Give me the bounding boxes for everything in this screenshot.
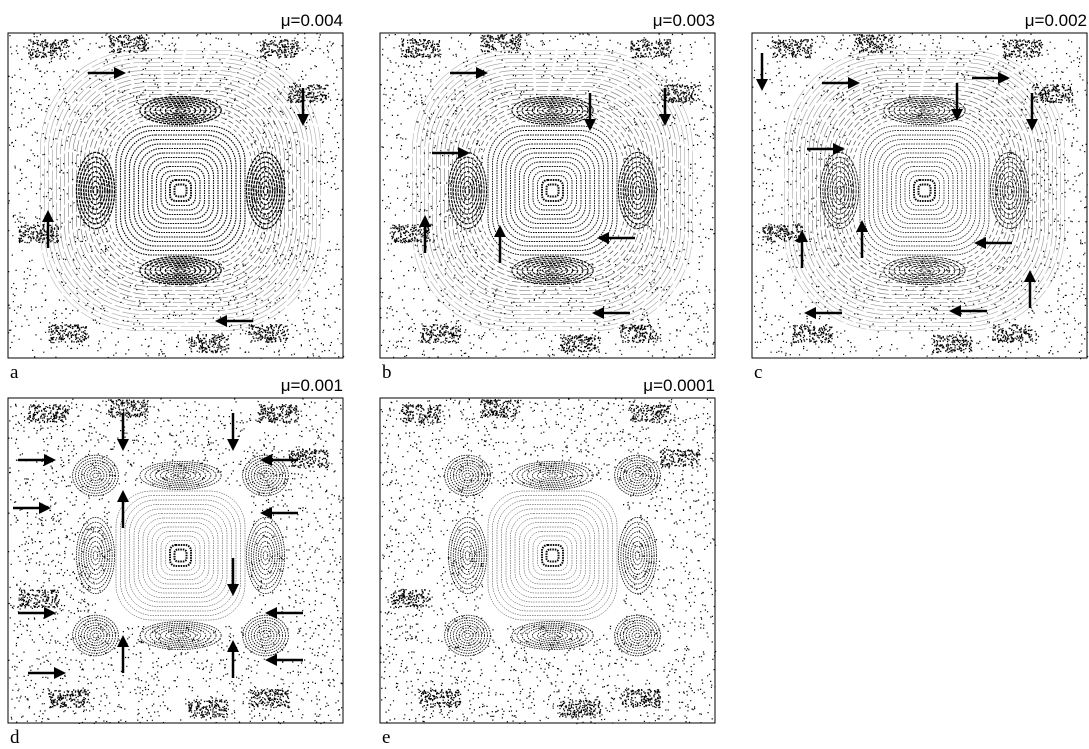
panel-mu: μ=0.0001: [643, 376, 715, 395]
panel-mu: μ=0.002: [1025, 11, 1087, 30]
panel: [8, 398, 344, 724]
panel-mu: μ=0.001: [281, 376, 343, 395]
panel-mu: μ=0.003: [653, 11, 715, 30]
panel-label: a: [10, 362, 19, 383]
panel-label: d: [10, 727, 20, 748]
figure: μ=0.004 a μ=0.003 b μ=0.002 c μ=0.001 d μ=0.0001…: [0, 0, 1089, 749]
panel-label: c: [754, 362, 762, 383]
panel-mu: μ=0.004: [281, 11, 343, 30]
panel: [380, 398, 716, 724]
panel: [380, 33, 716, 359]
panel-label: b: [382, 362, 392, 383]
panel: [8, 33, 344, 359]
panel: [752, 33, 1088, 359]
panel-label: e: [382, 727, 390, 748]
